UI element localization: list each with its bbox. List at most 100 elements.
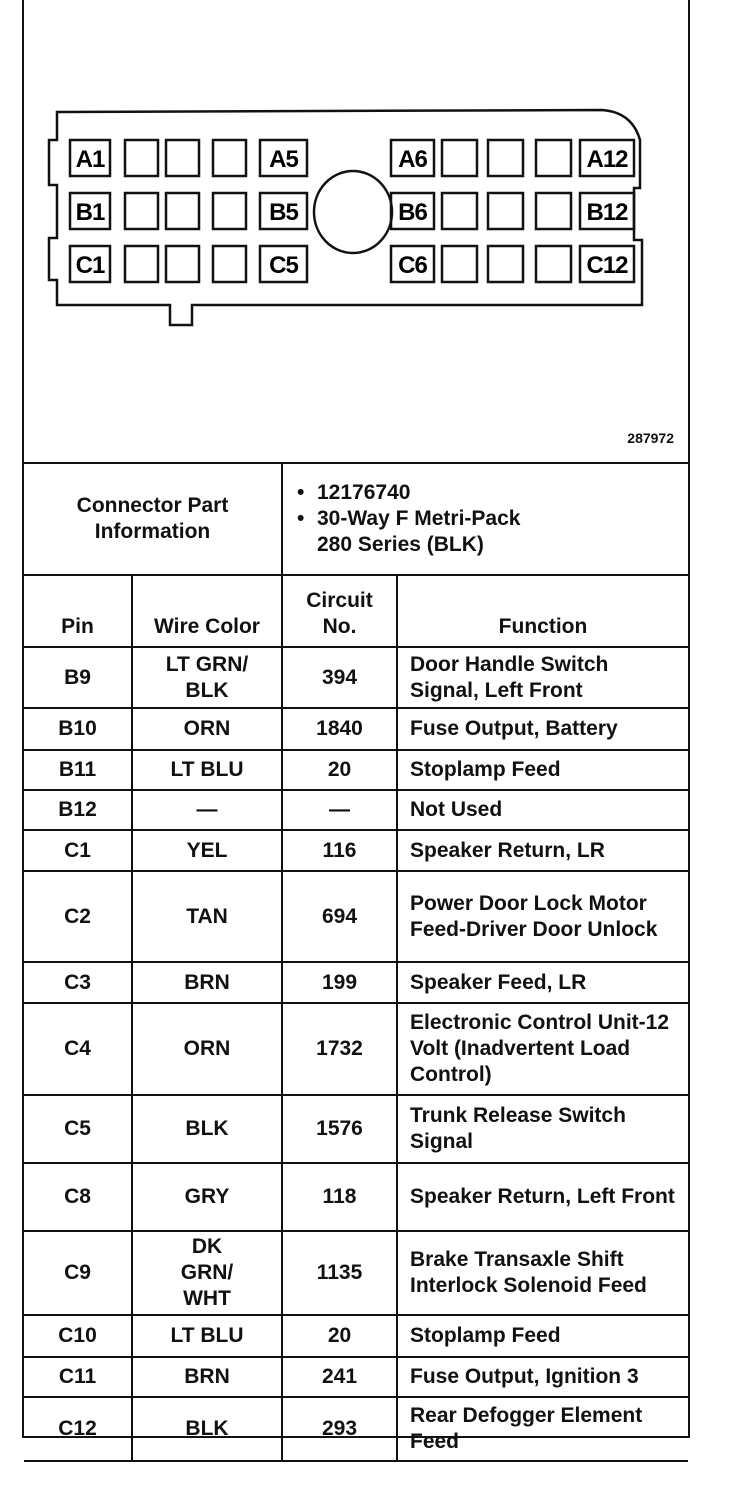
pin-label: B1	[76, 199, 105, 226]
connector-outline	[47, 108, 644, 327]
pin-label: C12	[586, 252, 628, 279]
pin-cavity	[389, 191, 436, 231]
connector-type: 30-Way F Metri-Pack 280 Series (BLK)	[297, 506, 547, 558]
circuit-cell: 241	[281, 1356, 398, 1398]
pin-cavity	[440, 191, 479, 231]
pin-cavity	[534, 138, 573, 178]
pin-cavity	[123, 191, 160, 231]
pin-cavity	[258, 244, 309, 284]
pin-label: A6	[398, 146, 427, 173]
table-row: C9 DK GRN/ WHT 1135 Brake Transaxle Shift I…	[24, 1230, 688, 1316]
pin-label: A1	[76, 146, 105, 173]
connector-face-drawing: A1 A5 A6 A12 B1 B5 B6 B12 C1 C5 C6 C12	[47, 108, 644, 327]
wire-color-cell: BRN	[131, 961, 283, 1004]
pin-cell: C4	[24, 1002, 133, 1096]
pin-cell: B12	[24, 789, 133, 831]
pin-cavity	[68, 244, 112, 284]
circuit-cell: 1135	[281, 1230, 398, 1316]
pin-cell: C11	[24, 1356, 133, 1398]
pin-cavity	[211, 244, 248, 284]
pin-cell: C3	[24, 961, 133, 1004]
pin-cavity	[211, 138, 248, 178]
part-number: 12176740	[297, 480, 682, 506]
figure-number: 287972	[627, 430, 674, 446]
table-row: C1 YEL 116 Speaker Return, LR	[24, 829, 688, 872]
pin-cell: C9	[24, 1230, 133, 1316]
connector-diagram: A1 A5 A6 A12 B1 B5 B6 B12 C1 C5 C6 C12 287972	[24, 0, 688, 464]
wire-color-cell: YEL	[131, 829, 283, 872]
pin-label: A5	[269, 146, 298, 173]
pin-cavity	[440, 244, 479, 284]
pin-cavity	[578, 244, 636, 284]
function-cell: Rear Defogger Element Feed	[396, 1396, 688, 1462]
connector-info-label: Connector Part Information	[24, 462, 283, 576]
wire-color-cell: LT GRN/ BLK	[131, 646, 283, 709]
pin-label: B6	[398, 199, 427, 226]
function-cell: Trunk Release Switch Signal	[396, 1094, 688, 1164]
pin-cell: B9	[24, 646, 133, 709]
pin-label: B12	[586, 199, 628, 226]
pin-label: B5	[269, 199, 298, 226]
pin-label: C5	[269, 252, 298, 279]
wire-color-cell: ORN	[131, 1002, 283, 1096]
connector-info-row: Connector Part Information 12176740 30-W…	[24, 462, 688, 576]
pin-cavity	[486, 244, 525, 284]
pin-cavity	[389, 244, 436, 284]
pinout-table: Connector Part Information 12176740 30-W…	[24, 462, 688, 1462]
pin-cavity	[534, 191, 573, 231]
wire-color-cell: TAN	[131, 870, 283, 963]
pin-cavity	[164, 191, 201, 231]
table-row: B9 LT GRN/ BLK 394 Door Handle Switch Signa…	[24, 646, 688, 709]
pin-cavity	[258, 191, 309, 231]
table-row: C12 BLK 293 Rear Defogger Element Feed	[24, 1396, 688, 1462]
pin-cell: C2	[24, 870, 133, 963]
function-cell: Speaker Return, LR	[396, 829, 688, 872]
function-cell: Electronic Control Unit-12 Volt (Inadver…	[396, 1002, 688, 1096]
pin-cavity	[123, 244, 160, 284]
table-row: C3 BRN 199 Speaker Feed, LR	[24, 961, 688, 1004]
table-row: C8 GRY 118 Speaker Return, Left Front	[24, 1162, 688, 1232]
circuit-cell: —	[281, 789, 398, 831]
pin-cavity	[578, 191, 636, 231]
pin-cavity	[578, 138, 636, 178]
pin-cavity	[164, 244, 201, 284]
wire-color-cell: LT BLU	[131, 1314, 283, 1358]
connector-page: A1 A5 A6 A12 B1 B5 B6 B12 C1 C5 C6 C12 287972 Conne…	[22, 0, 690, 1462]
circuit-cell: 118	[281, 1162, 398, 1232]
wire-color-cell: BRN	[131, 1356, 283, 1398]
function-cell: Not Used	[396, 789, 688, 831]
circuit-cell: 394	[281, 646, 398, 709]
table-row: C11 BRN 241 Fuse Output, Ignition 3	[24, 1356, 688, 1398]
wire-color-cell: ORN	[131, 707, 283, 751]
pin-cell: B11	[24, 749, 133, 791]
table-row: C4 ORN 1732 Electronic Control Unit-12 Volt…	[24, 1002, 688, 1096]
circuit-cell: 20	[281, 1314, 398, 1358]
table-row: C10 LT BLU 20 Stoplamp Feed	[24, 1314, 688, 1358]
header-row: Pin Wire Color Circuit No. Function	[24, 574, 688, 648]
function-cell: Fuse Output, Battery	[396, 707, 688, 751]
table-row: C2 TAN 694 Power Door Lock Motor Feed-Drive…	[24, 870, 688, 963]
pin-label: C6	[398, 252, 427, 279]
circuit-cell: 1732	[281, 1002, 398, 1096]
wire-color-cell: —	[131, 789, 283, 831]
pin-cell: C8	[24, 1162, 133, 1232]
pin-cavity	[534, 244, 573, 284]
pin-cell: C10	[24, 1314, 133, 1358]
pin-cavity	[211, 191, 248, 231]
table-row: B11 LT BLU 20 Stoplamp Feed	[24, 749, 688, 791]
pin-cell: C12	[24, 1396, 133, 1462]
circuit-cell: 293	[281, 1396, 398, 1462]
pin-cavity	[486, 191, 525, 231]
header-circuit: Circuit No.	[281, 574, 398, 648]
pin-label: A12	[586, 146, 628, 173]
pin-cavity	[258, 138, 309, 178]
wire-color-cell: BLK	[131, 1094, 283, 1164]
function-cell: Stoplamp Feed	[396, 749, 688, 791]
header-function: Function	[396, 574, 688, 648]
table-row: C5 BLK 1576 Trunk Release Switch Signal	[24, 1094, 688, 1164]
function-cell: Brake Transaxle Shift Interlock Solenoid…	[396, 1230, 688, 1316]
circuit-cell: 694	[281, 870, 398, 963]
pin-cavity	[440, 138, 479, 178]
circuit-cell: 1576	[281, 1094, 398, 1164]
function-cell: Speaker Return, Left Front	[396, 1162, 688, 1232]
